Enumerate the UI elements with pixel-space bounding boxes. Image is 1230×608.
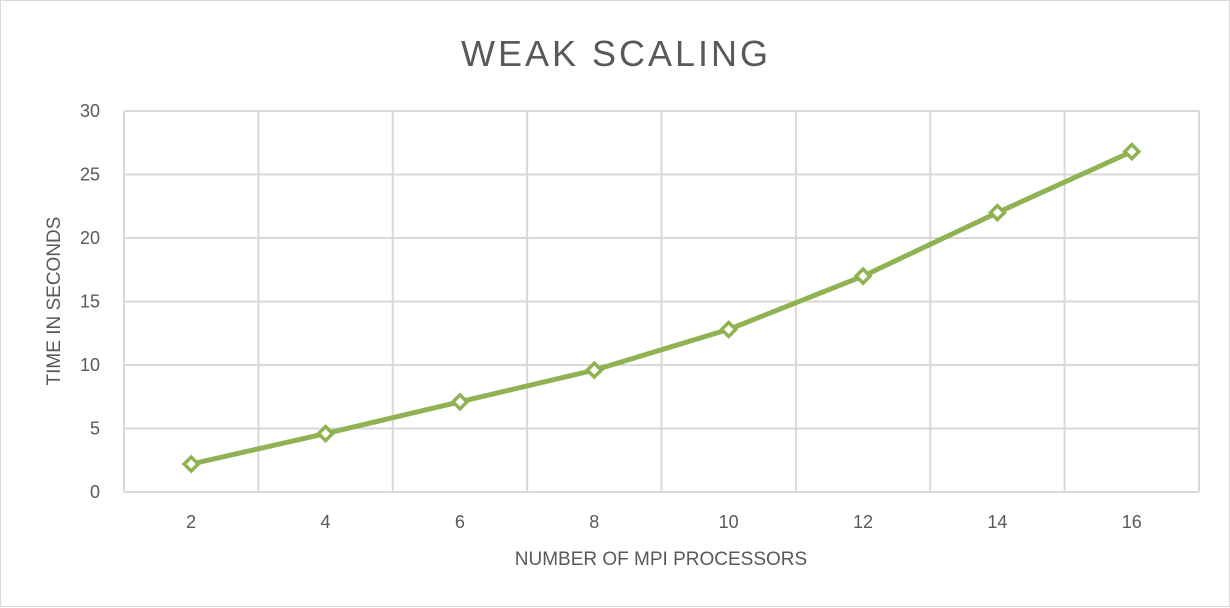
y-tick-label: 20 [80,228,100,248]
y-tick-label: 0 [90,482,100,502]
x-tick-label: 16 [1122,512,1142,532]
x-tick-label: 2 [186,512,196,532]
data-point-marker [181,454,201,474]
y-tick-label: 15 [80,292,100,312]
x-tick-label: 6 [455,512,465,532]
x-tick-label: 14 [987,512,1007,532]
y-tick-label: 25 [80,165,100,185]
data-point-marker [853,266,873,286]
y-axis-title: TIME IN SECONDS [44,217,65,386]
x-axis-ticks: 2 4 6 8 10 12 14 16 [186,512,1142,532]
data-point-marker [719,319,739,339]
gridlines [123,110,1200,493]
y-tick-label: 10 [80,355,100,375]
series-layer [181,142,1142,474]
y-tick-label: 30 [80,101,100,121]
x-tick-label: 12 [853,512,873,532]
series-line [188,149,1135,467]
x-tick-label: 8 [589,512,599,532]
data-point-marker [1122,142,1142,162]
data-point-marker [584,360,604,380]
y-axis-ticks: 0 5 10 15 20 25 30 [80,101,100,502]
x-tick-label: 10 [719,512,739,532]
y-tick-label: 5 [90,419,100,439]
data-point-marker [987,203,1007,223]
x-axis-title: NUMBER OF MPI PROCESSORS [515,549,807,570]
data-point-marker [450,392,470,412]
x-tick-label: 4 [321,512,331,532]
chart-title: WEAK SCALING [461,33,771,74]
data-point-marker [316,424,336,444]
